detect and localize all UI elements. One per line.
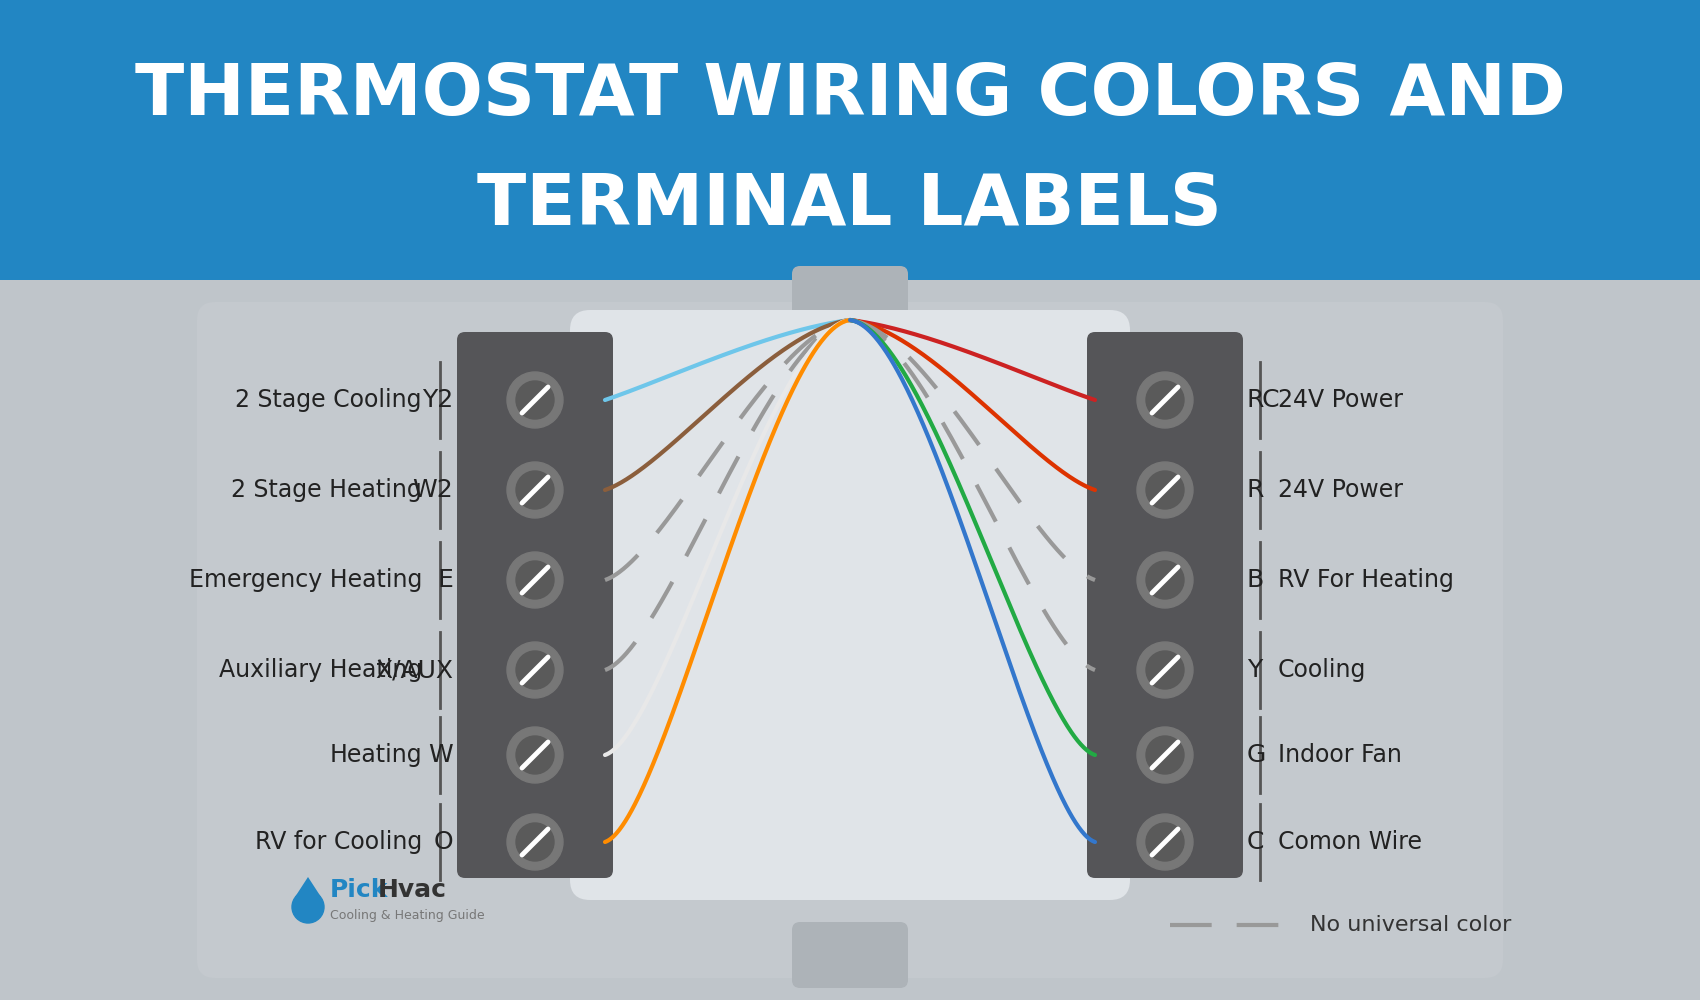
Text: No universal color: No universal color	[1311, 915, 1511, 935]
Circle shape	[1137, 552, 1193, 608]
Text: Heating: Heating	[330, 743, 422, 767]
Circle shape	[517, 381, 554, 419]
Text: Auxiliary Heating: Auxiliary Heating	[219, 658, 422, 682]
Circle shape	[1137, 727, 1193, 783]
Text: Cooling: Cooling	[1278, 658, 1367, 682]
Circle shape	[517, 823, 554, 861]
Circle shape	[1146, 823, 1183, 861]
Text: G: G	[1248, 743, 1266, 767]
Text: X/AUX: X/AUX	[376, 658, 452, 682]
Circle shape	[292, 891, 325, 923]
Text: Pick: Pick	[330, 878, 388, 902]
Text: RV For Heating: RV For Heating	[1278, 568, 1454, 592]
FancyBboxPatch shape	[792, 266, 908, 330]
FancyBboxPatch shape	[570, 310, 1130, 900]
Circle shape	[1137, 462, 1193, 518]
Text: TERMINAL LABELS: TERMINAL LABELS	[478, 170, 1222, 239]
Circle shape	[517, 651, 554, 689]
Circle shape	[507, 372, 563, 428]
Text: 2 Stage Cooling: 2 Stage Cooling	[236, 388, 422, 412]
Circle shape	[1146, 561, 1183, 599]
Text: Emergency Heating: Emergency Heating	[189, 568, 422, 592]
Circle shape	[517, 736, 554, 774]
Circle shape	[507, 814, 563, 870]
Circle shape	[1146, 381, 1183, 419]
Circle shape	[507, 727, 563, 783]
Circle shape	[517, 471, 554, 509]
FancyBboxPatch shape	[792, 922, 908, 988]
Circle shape	[507, 642, 563, 698]
Text: Y: Y	[1248, 658, 1261, 682]
Circle shape	[1146, 651, 1183, 689]
Text: W2: W2	[411, 478, 452, 502]
Text: THERMOSTAT WIRING COLORS AND: THERMOSTAT WIRING COLORS AND	[134, 60, 1566, 129]
Circle shape	[507, 462, 563, 518]
Text: 24V Power: 24V Power	[1278, 388, 1402, 412]
Text: Comon Wire: Comon Wire	[1278, 830, 1421, 854]
Circle shape	[1146, 471, 1183, 509]
Text: W: W	[428, 743, 452, 767]
Text: Cooling & Heating Guide: Cooling & Heating Guide	[330, 908, 484, 922]
Text: B: B	[1248, 568, 1265, 592]
FancyBboxPatch shape	[197, 302, 1503, 978]
Text: E: E	[437, 568, 452, 592]
Text: RC: RC	[1248, 388, 1280, 412]
Text: RV for Cooling: RV for Cooling	[255, 830, 422, 854]
Circle shape	[1137, 372, 1193, 428]
Text: 2 Stage Heating: 2 Stage Heating	[231, 478, 422, 502]
Text: Indoor Fan: Indoor Fan	[1278, 743, 1402, 767]
Text: Hvac: Hvac	[377, 878, 447, 902]
Circle shape	[1137, 642, 1193, 698]
Circle shape	[1146, 736, 1183, 774]
FancyBboxPatch shape	[1086, 332, 1243, 878]
Circle shape	[1137, 814, 1193, 870]
Circle shape	[517, 561, 554, 599]
Polygon shape	[0, 0, 1700, 280]
Text: C: C	[1248, 830, 1265, 854]
Text: Y2: Y2	[422, 388, 452, 412]
Polygon shape	[296, 877, 321, 897]
Circle shape	[507, 552, 563, 608]
Text: R: R	[1248, 478, 1265, 502]
Text: O: O	[434, 830, 452, 854]
Polygon shape	[0, 280, 1700, 1000]
FancyBboxPatch shape	[457, 332, 614, 878]
Text: 24V Power: 24V Power	[1278, 478, 1402, 502]
